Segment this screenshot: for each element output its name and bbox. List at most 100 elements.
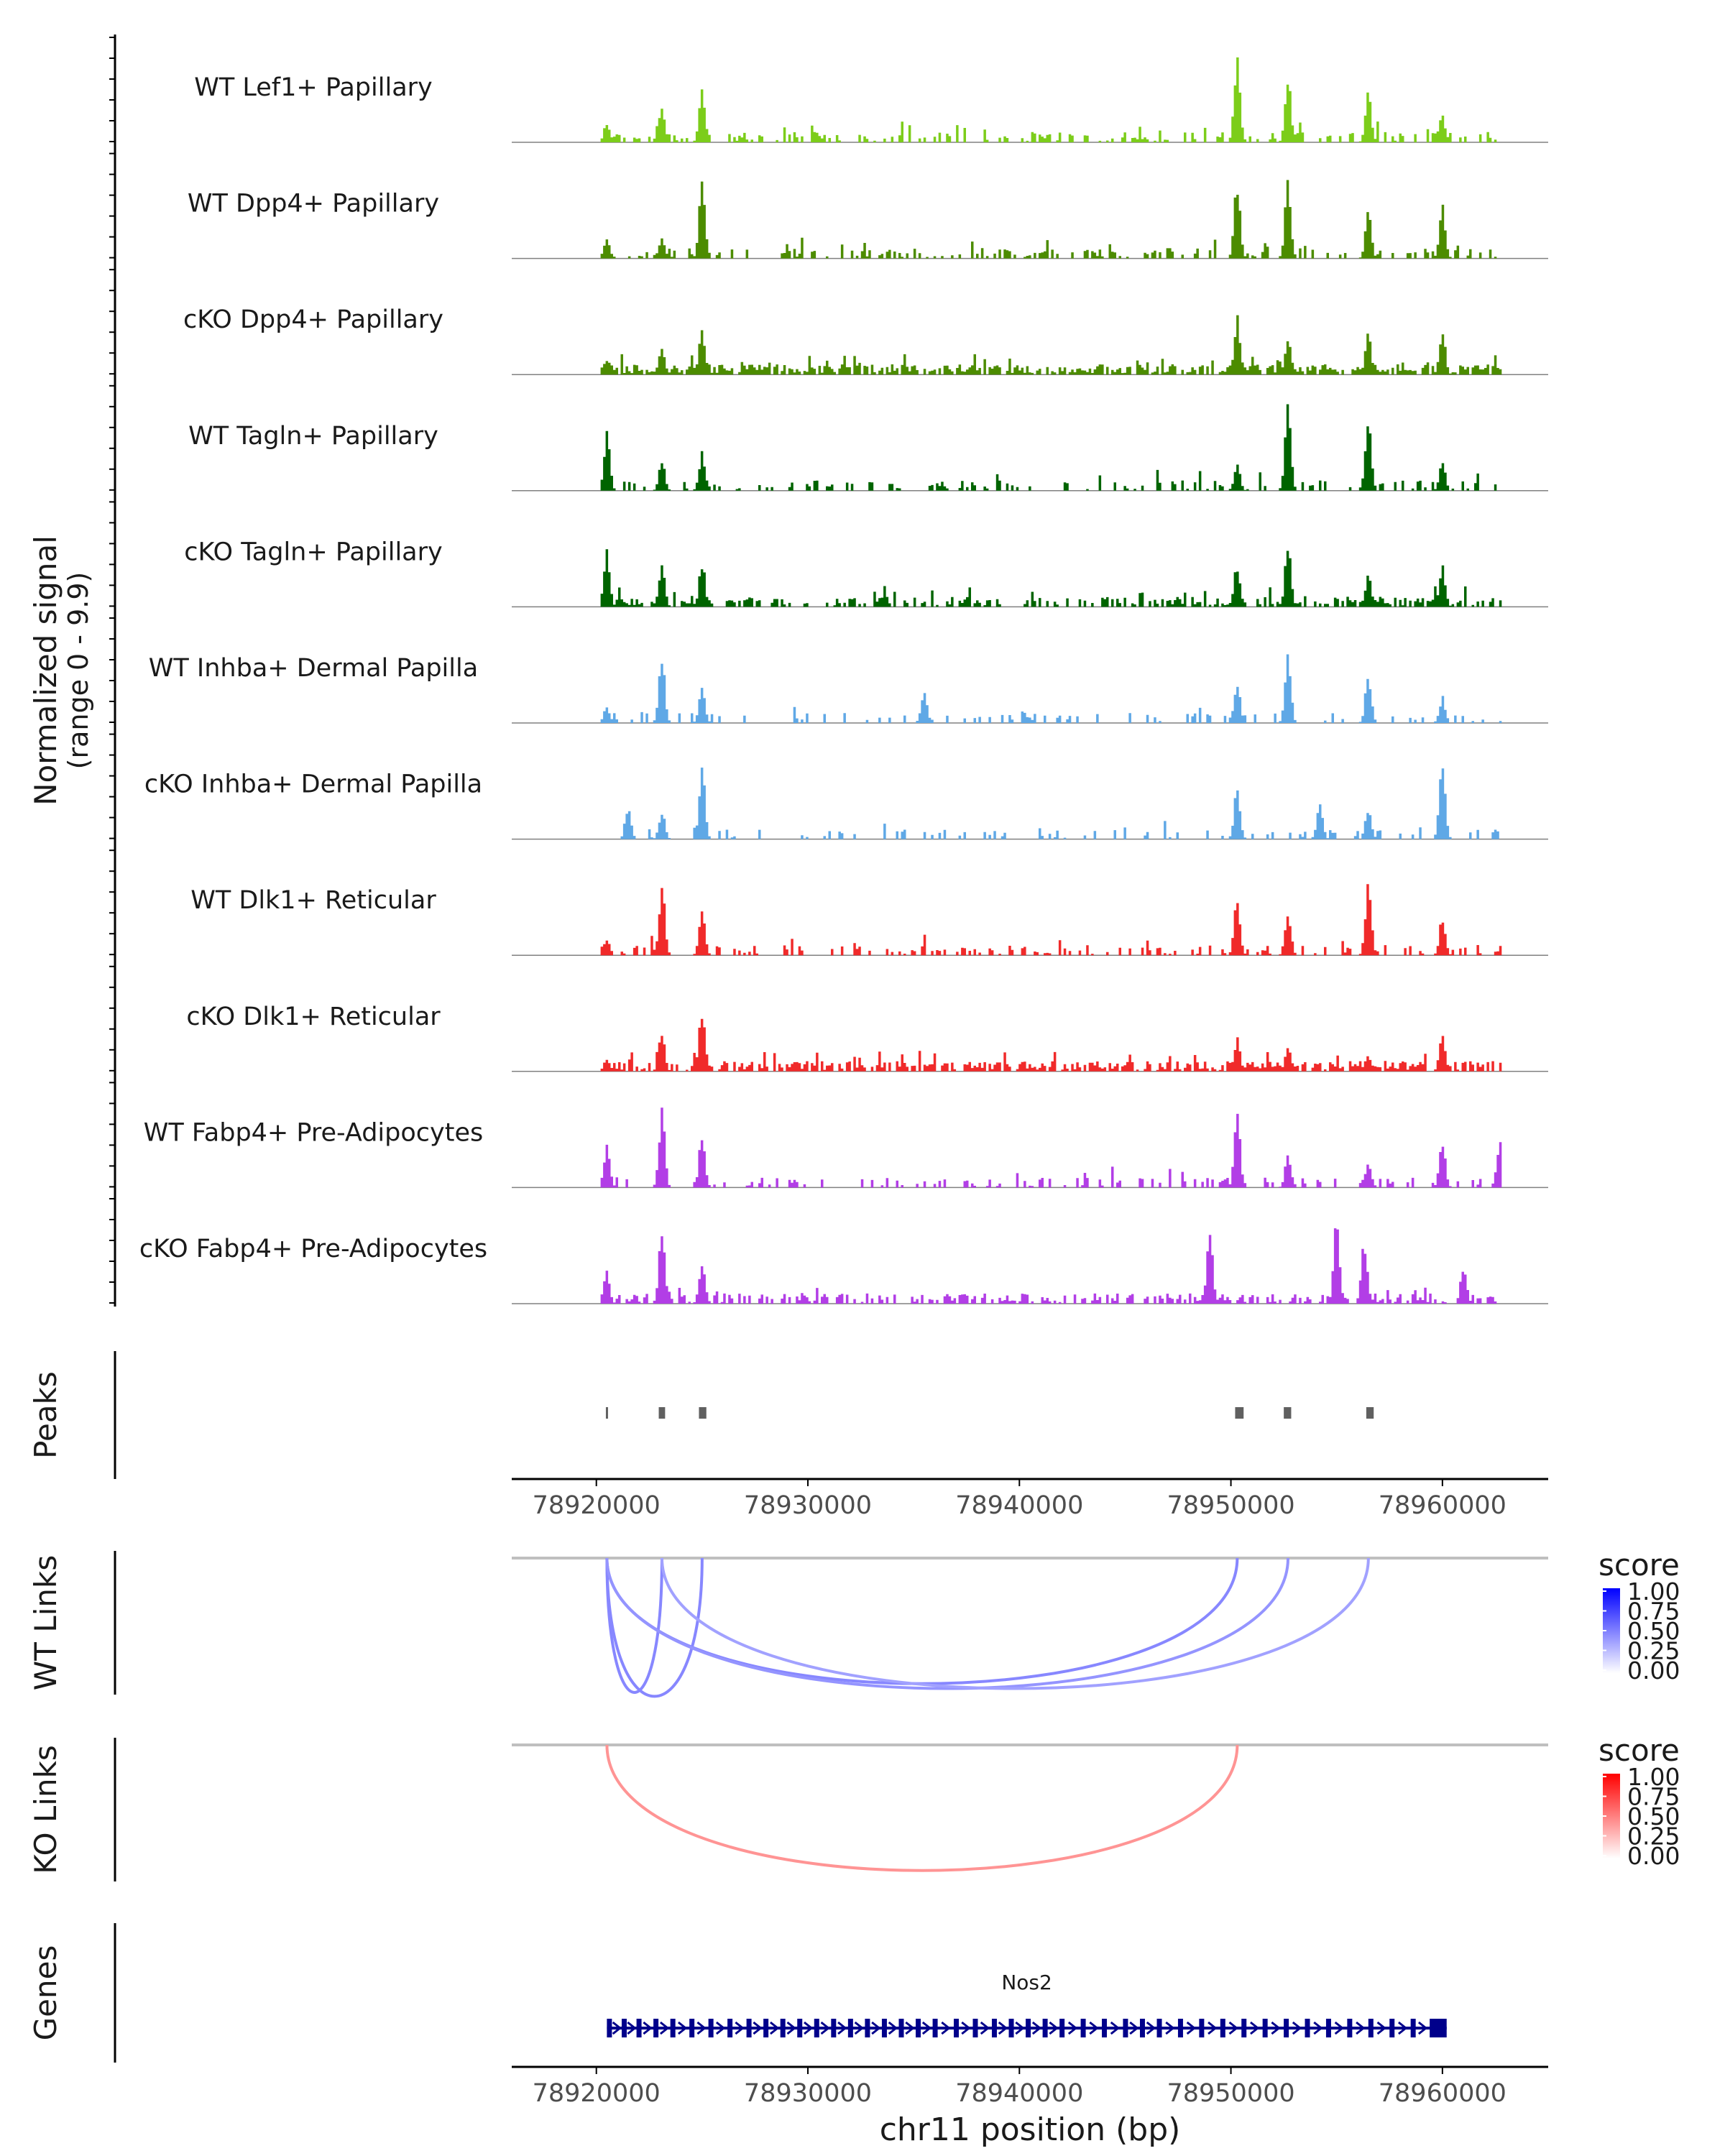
gene-exon: [1199, 2019, 1205, 2037]
signal-axis: Normalized signal (range 0 - 9.9): [28, 34, 116, 1307]
coverage-tracks: WT Lef1+ Papillary WT Dpp4+ Papillary cKO …: [139, 57, 1548, 1304]
track-6: cKO Inhba+ Dermal Papilla: [144, 768, 1548, 840]
x-axis: 78920000 78930000 78940000 78950000 78960000: [512, 1478, 1548, 1520]
x-tick-label: 78930000: [744, 1491, 872, 1520]
gene-exon: [814, 2019, 819, 2037]
strand-arrow: [1208, 2021, 1218, 2035]
gene-exon: [954, 2019, 959, 2037]
strand-arrow: [1228, 2021, 1238, 2035]
coverage-bars: [600, 315, 1502, 375]
gene-exon: [1305, 2019, 1310, 2037]
track-label: WT Dlk1+ Reticular: [190, 886, 436, 915]
coverage-bars: [600, 1228, 1497, 1304]
track-10: cKO Fabp4+ Pre-Adipocytes: [139, 1228, 1548, 1304]
track-8: cKO Dlk1+ Reticular: [186, 1003, 1548, 1072]
gene-exon: [1102, 2019, 1107, 2037]
strand-arrow: [643, 2021, 653, 2035]
score-legends: score1.000.750.500.250.00score1.000.750.…: [1598, 1547, 1680, 1870]
x-tick-label: 78920000: [533, 1491, 661, 1520]
coverage-bars: [620, 768, 1499, 839]
track-2: cKO Dpp4+ Papillary: [183, 305, 1548, 375]
track-label: cKO Dlk1+ Reticular: [186, 1003, 441, 1031]
strand-arrow: [627, 2021, 637, 2035]
gene-exon: [1241, 2019, 1247, 2037]
x-tick-label: 78950000: [1167, 1491, 1294, 1520]
signal-range-label: (range 0 - 9.9): [63, 572, 94, 770]
gene-exon: [847, 2019, 853, 2037]
wt-legend-title: score: [1598, 1547, 1680, 1583]
strand-arrow: [820, 2021, 830, 2035]
strand-arrow: [871, 2021, 881, 2035]
coverage-bars: [600, 404, 1497, 491]
coverage-bars: [600, 884, 1502, 956]
strand-arrow: [1417, 2021, 1428, 2035]
gene-exon: [1139, 2019, 1145, 2037]
ko-links-label: KO Links: [28, 1745, 63, 1874]
strand-arrow: [1271, 2021, 1281, 2035]
colorbar-tick-label: 1.00: [1627, 1763, 1680, 1791]
colorbar-tick-label: 0.25: [1627, 1637, 1680, 1665]
gene-exon: [797, 2019, 803, 2037]
track-0: WT Lef1+ Papillary: [194, 57, 1548, 143]
gene-exon: [932, 2019, 938, 2037]
gene-exon: [881, 2019, 887, 2037]
strand-arrow: [715, 2021, 726, 2035]
track-label: cKO Tagln+ Papillary: [184, 538, 443, 566]
wt-links-arc: [605, 1557, 663, 1694]
gene-exon: [1284, 2019, 1289, 2037]
track-1: WT Dpp4+ Papillary: [188, 180, 1548, 259]
gene-end-exon: [1433, 2019, 1447, 2037]
coverage-bars: [600, 654, 1502, 723]
gene-exon: [1123, 2019, 1128, 2037]
gene-exon: [831, 2019, 837, 2037]
gene-exon: [1026, 2019, 1031, 2037]
gene-exon: [1008, 2019, 1014, 2037]
gene-exon: [1080, 2019, 1086, 2037]
peak-region: [1284, 1407, 1292, 1419]
strand-arrow: [612, 2021, 622, 2035]
strand-arrow: [961, 2021, 971, 2035]
gene-exon: [1430, 2019, 1435, 2037]
gene-exon: [916, 2019, 921, 2037]
track-label: WT Lef1+ Papillary: [194, 73, 433, 102]
gene-exon: [1042, 2019, 1048, 2037]
colorbar-tick-label: 0.50: [1627, 1617, 1680, 1645]
track-label: WT Dpp4+ Papillary: [188, 190, 439, 218]
ko-links-panel: KO Links: [28, 1738, 1548, 1881]
gene-exon: [1262, 2019, 1268, 2037]
track-label: cKO Dpp4+ Papillary: [183, 305, 443, 334]
strand-arrow: [837, 2021, 847, 2035]
wt-links-panel: WT Links: [28, 1551, 1548, 1698]
gene-exon: [1325, 2019, 1331, 2037]
colorbar-tick-label: 0.75: [1627, 1783, 1680, 1811]
genes-panel: Genes Nos2 78920000 78930000 78940000 7895000…: [28, 1923, 1548, 2148]
gene-name: Nos2: [1001, 1971, 1052, 1994]
coverage-bars: [600, 1018, 1502, 1072]
track-7: WT Dlk1+ Reticular: [190, 884, 1548, 956]
strand-arrow: [753, 2021, 763, 2035]
strand-arrow: [1031, 2021, 1042, 2035]
wt-links-label: WT Links: [28, 1555, 63, 1690]
track-label: WT Fabp4+ Pre-Adipocytes: [144, 1118, 483, 1147]
strand-arrow: [1376, 2021, 1386, 2035]
gene-exon: [1177, 2019, 1183, 2037]
gene-exon: [898, 2019, 904, 2037]
gene-exon: [746, 2019, 752, 2037]
peak-region: [1235, 1407, 1244, 1419]
gene-exon: [621, 2019, 627, 2037]
gene-exon: [1347, 2019, 1353, 2037]
strand-arrow: [941, 2021, 951, 2035]
colorbar-tick-label: 1.00: [1627, 1577, 1680, 1606]
strand-arrow: [980, 2021, 990, 2035]
gene-exon: [727, 2019, 733, 2037]
strand-arrow: [998, 2021, 1008, 2035]
colorbar-tick-label: 0.00: [1627, 1657, 1680, 1685]
track-9: WT Fabp4+ Pre-Adipocytes: [144, 1107, 1548, 1189]
colorbar-tick-label: 0.75: [1627, 1598, 1680, 1626]
genes-label: Genes: [28, 1945, 63, 2041]
x-tick-label: 78960000: [1379, 1491, 1506, 1520]
wt-links-arc: [605, 1557, 1290, 1690]
gene-exon: [708, 2019, 714, 2037]
